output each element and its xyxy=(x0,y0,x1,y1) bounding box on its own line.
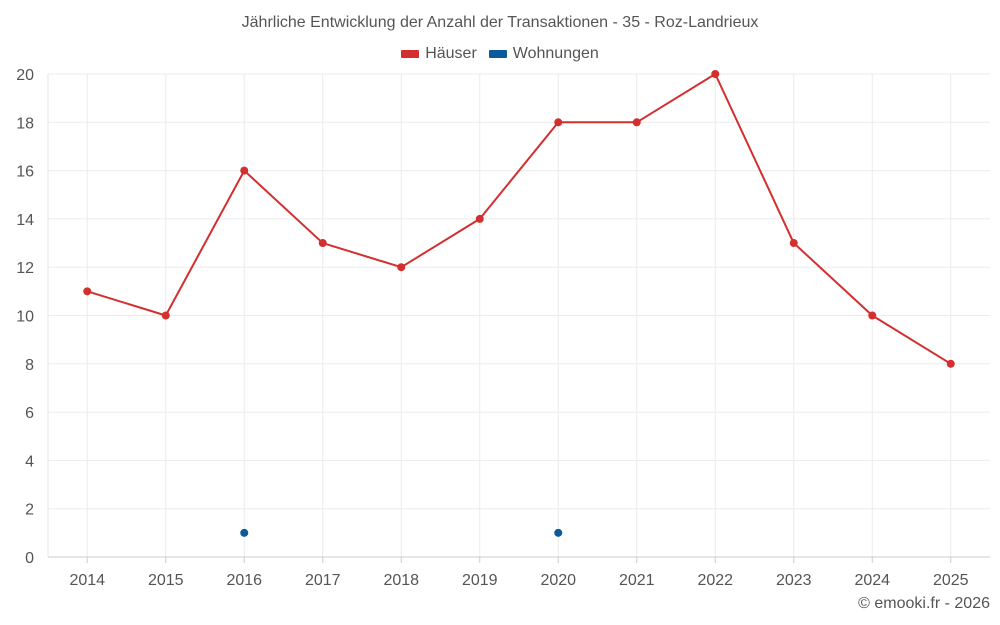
y-tick-label: 8 xyxy=(25,357,34,374)
data-point-haeuser xyxy=(868,311,877,320)
series-lines xyxy=(86,73,952,365)
chart-title: Jährliche Entwicklung der Anzahl der Tra… xyxy=(241,14,759,31)
x-tick-label: 2015 xyxy=(148,572,184,589)
credit: © emooki.fr - 2026 xyxy=(858,595,990,612)
data-point-haeuser xyxy=(83,287,92,296)
data-point-wohnungen xyxy=(554,528,563,537)
data-point-haeuser xyxy=(240,166,249,175)
y-tick-labels: 0 2 4 6 8 10 12 14 16 18 20 xyxy=(16,67,34,567)
data-point-haeuser xyxy=(161,311,170,320)
grid xyxy=(48,73,990,557)
y-tick-label: 12 xyxy=(16,260,34,277)
x-tick-label: 2014 xyxy=(69,572,105,589)
legend: Häuser Wohnungen xyxy=(0,45,1000,63)
x-tick-label: 2020 xyxy=(540,572,576,589)
legend-label-wohnungen: Wohnungen xyxy=(512,45,599,62)
data-point-haeuser xyxy=(946,359,955,368)
data-point-haeuser xyxy=(711,70,720,78)
series-line-haeuser xyxy=(86,73,952,365)
data-point-haeuser xyxy=(632,118,641,127)
y-tick-label: 20 xyxy=(16,67,34,84)
y-tick-label: 14 xyxy=(16,212,34,229)
legend-swatch-wohnungen xyxy=(488,50,507,58)
y-tick-label: 6 xyxy=(25,405,34,422)
x-tick-label: 2021 xyxy=(619,572,655,589)
data-point-wohnungen xyxy=(240,528,249,537)
legend-item-haeuser[interactable]: Häuser xyxy=(401,45,477,63)
legend-item-wohnungen[interactable]: Wohnungen xyxy=(488,45,599,63)
data-point-haeuser xyxy=(397,263,406,272)
y-tick-label: 4 xyxy=(25,453,34,470)
series-points xyxy=(83,70,955,537)
x-tick-label: 2017 xyxy=(305,572,341,589)
data-point-haeuser xyxy=(789,239,798,248)
legend-label-haeuser: Häuser xyxy=(425,45,477,62)
y-tick-label: 10 xyxy=(16,309,34,326)
y-tick-label: 18 xyxy=(16,115,34,132)
data-point-haeuser xyxy=(554,118,563,127)
x-tick-label: 2022 xyxy=(697,572,733,589)
axes xyxy=(47,74,990,563)
data-point-haeuser xyxy=(318,239,327,248)
x-tick-label: 2025 xyxy=(933,572,969,589)
y-tick-label: 2 xyxy=(25,502,34,519)
x-tick-label: 2016 xyxy=(226,572,262,589)
y-tick-label: 0 xyxy=(25,550,34,567)
x-tick-label: 2024 xyxy=(854,572,890,589)
data-point-haeuser xyxy=(475,214,484,223)
x-tick-labels: 2014 2015 2016 2017 2018 2019 2020 2021 2022 2023… xyxy=(69,572,968,589)
x-tick-label: 2023 xyxy=(776,572,812,589)
x-tick-label: 2019 xyxy=(462,572,498,589)
x-tick-label: 2018 xyxy=(383,572,419,589)
legend-swatch-haeuser xyxy=(401,50,420,58)
y-tick-label: 16 xyxy=(16,164,34,181)
